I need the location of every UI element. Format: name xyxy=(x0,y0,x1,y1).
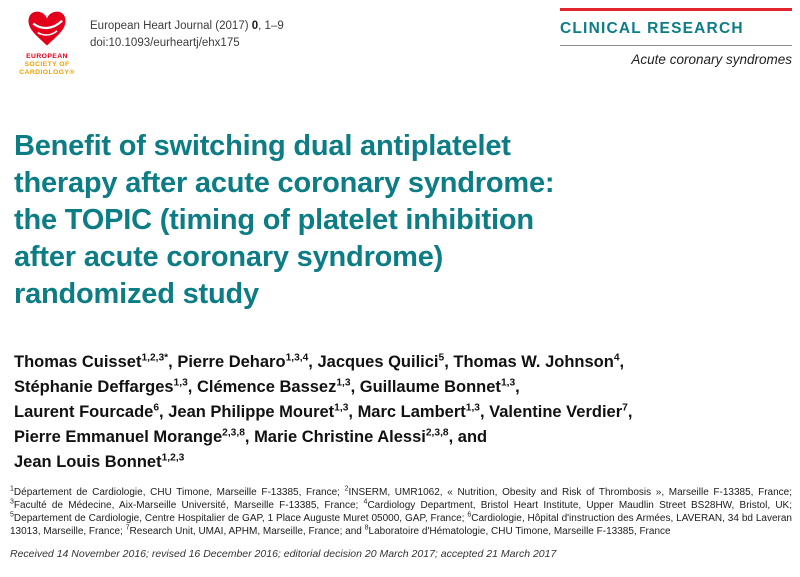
author-list: Thomas Cuisset1,2,3*, Pierre Deharo1,3,4… xyxy=(14,350,792,475)
author: Guillaume Bonnet1,3, xyxy=(359,377,520,396)
masthead: EUROPEAN SOCIETY OF CARDIOLOGY® European… xyxy=(0,0,800,82)
article-title: Benefit of switching dual antiplatelet t… xyxy=(14,128,792,313)
esc-heart-icon xyxy=(8,6,86,52)
received-dates: Received 14 November 2016; revised 16 De… xyxy=(10,548,557,560)
title-line: therapy after acute coronary syndrome: xyxy=(14,167,555,199)
affiliation-list: 1Département de Cardiologie, CHU Timone,… xyxy=(10,486,792,538)
esc-logo-text-line: SOCIETY OF xyxy=(24,61,70,68)
section-subtitle: Acute coronary syndromes xyxy=(631,52,792,67)
doi-line: doi:10.1093/eurheartj/ehx175 xyxy=(90,37,240,49)
author: Thomas Cuisset1,2,3*, xyxy=(14,352,178,371)
journal-citation: European Heart Journal (2017) 0, 1–9 doi… xyxy=(90,18,284,52)
affiliation: 5Departement de Cardiologie, Centre Hosp… xyxy=(10,511,468,524)
journal-name: European Heart Journal (2017) xyxy=(90,20,252,32)
affiliation: 4Cardiology Department, Bristol Heart In… xyxy=(363,498,792,511)
title-line: the TOPIC (timing of platelet inhibition xyxy=(14,204,534,236)
author: Pierre Emmanuel Morange2,3,8, xyxy=(14,427,255,446)
esc-logo-text-line: EUROPEAN xyxy=(26,53,68,60)
title-line: after acute coronary syndrome) xyxy=(14,241,444,273)
affiliation: 8Laboratoire d'Hématologie, CHU Timone, … xyxy=(364,524,671,537)
affiliation: 3Faculté de Médecine, Aix-Marseille Univ… xyxy=(10,498,364,511)
author: Laurent Fourcade6, xyxy=(14,402,169,421)
affiliation: 2INSERM, UMR1062, « Nutrition, Obesity a… xyxy=(344,485,792,498)
affiliation: 1Département de Cardiologie, CHU Timone,… xyxy=(10,485,345,498)
journal-issue-line: European Heart Journal (2017) 0, 1–9 xyxy=(90,18,284,35)
author: Jean Louis Bonnet1,2,3 xyxy=(14,452,185,471)
author: Stéphanie Deffarges1,3, xyxy=(14,377,197,396)
section-divider-rule xyxy=(560,45,792,46)
author: Thomas W. Johnson4, xyxy=(453,352,625,371)
author: Clémence Bassez1,3, xyxy=(196,377,360,396)
esc-logo-text-line: CARDIOLOGY® xyxy=(19,69,75,76)
author: Marc Lambert1,3, xyxy=(357,402,490,421)
title-line: Benefit of switching dual antiplatelet xyxy=(14,130,511,162)
section-label: CLINICAL RESEARCH xyxy=(560,20,744,37)
esc-logo: EUROPEAN SOCIETY OF CARDIOLOGY® xyxy=(8,6,86,77)
affiliation: 6Cardiologie, Hôpital d'instruction des … xyxy=(10,511,792,537)
author: Valentine Verdier7, xyxy=(489,402,633,421)
author: Marie Christine Alessi2,3,8, and xyxy=(254,427,488,446)
author: Jacques Quilici5, xyxy=(317,352,454,371)
journal-pages: , 1–9 xyxy=(258,20,284,32)
top-red-rule xyxy=(560,8,792,11)
affiliation: 7Research Unit, UMAI, APHM, Marseille, F… xyxy=(125,524,365,537)
article-header: Benefit of switching dual antiplatelet t… xyxy=(0,128,800,560)
journal-volume: 0 xyxy=(251,20,259,32)
author: Pierre Deharo1,3,4, xyxy=(177,352,318,371)
author: Jean Philippe Mouret1,3, xyxy=(168,402,358,421)
title-line: randomized study xyxy=(14,278,259,310)
section-block: CLINICAL RESEARCH Acute coronary syndrom… xyxy=(560,8,792,67)
